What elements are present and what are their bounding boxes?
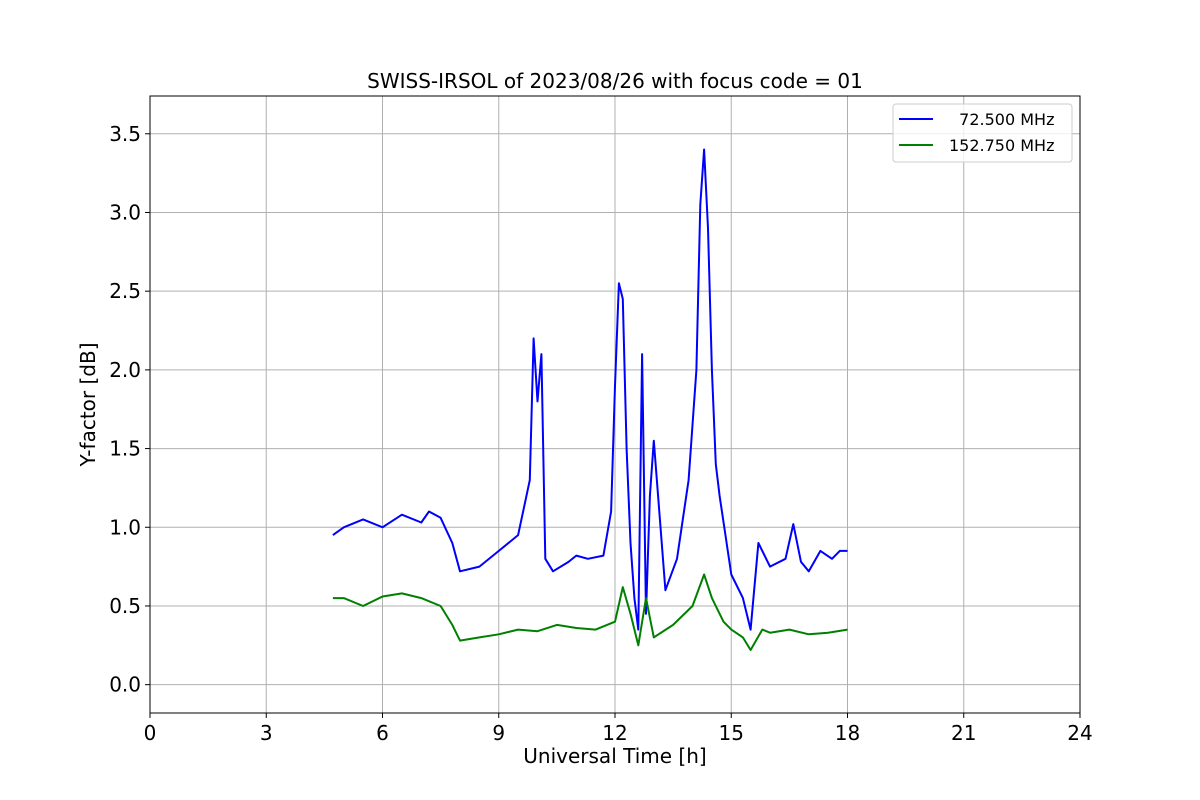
x-tick-label: 0	[144, 721, 157, 745]
y-axis-label: Y-factor [dB]	[76, 342, 100, 467]
y-tick-label: 1.0	[109, 515, 141, 539]
series-line-1	[332, 573, 848, 651]
ticks: 0 3 6 9 12 15 18 21 24 0.0 0.5 1.0 1.5 2.0 2.5 3.0 3.5	[109, 122, 1093, 745]
y-tick-label: 2.5	[109, 279, 141, 303]
x-tick-label: 21	[951, 721, 976, 745]
x-tick-label: 12	[602, 721, 627, 745]
x-tick-label: 3	[260, 721, 273, 745]
x-tick-label: 15	[719, 721, 744, 745]
legend-label-0: 72.500 MHz	[949, 110, 1054, 129]
x-tick-label: 9	[492, 721, 505, 745]
x-tick-label: 6	[376, 721, 389, 745]
x-tick-label: 18	[835, 721, 860, 745]
x-tick-label: 24	[1067, 721, 1092, 745]
legend-label-1: 152.750 MHz	[949, 136, 1054, 155]
x-axis-label: Universal Time [h]	[523, 744, 706, 768]
y-tick-label: 3.0	[109, 200, 141, 224]
y-tick-label: 2.0	[109, 358, 141, 382]
legend-box	[892, 103, 1073, 163]
chart-title: SWISS-IRSOL of 2023/08/26 with focus cod…	[367, 69, 863, 93]
y-tick-label: 0.0	[109, 673, 141, 697]
series-layer	[332, 148, 848, 651]
y-tick-label: 0.5	[109, 594, 141, 618]
y-tick-label: 1.5	[109, 437, 141, 461]
series-line-0	[332, 148, 848, 631]
legend: 72.500 MHz 152.750 MHz	[892, 103, 1073, 163]
y-tick-label: 3.5	[109, 122, 141, 146]
